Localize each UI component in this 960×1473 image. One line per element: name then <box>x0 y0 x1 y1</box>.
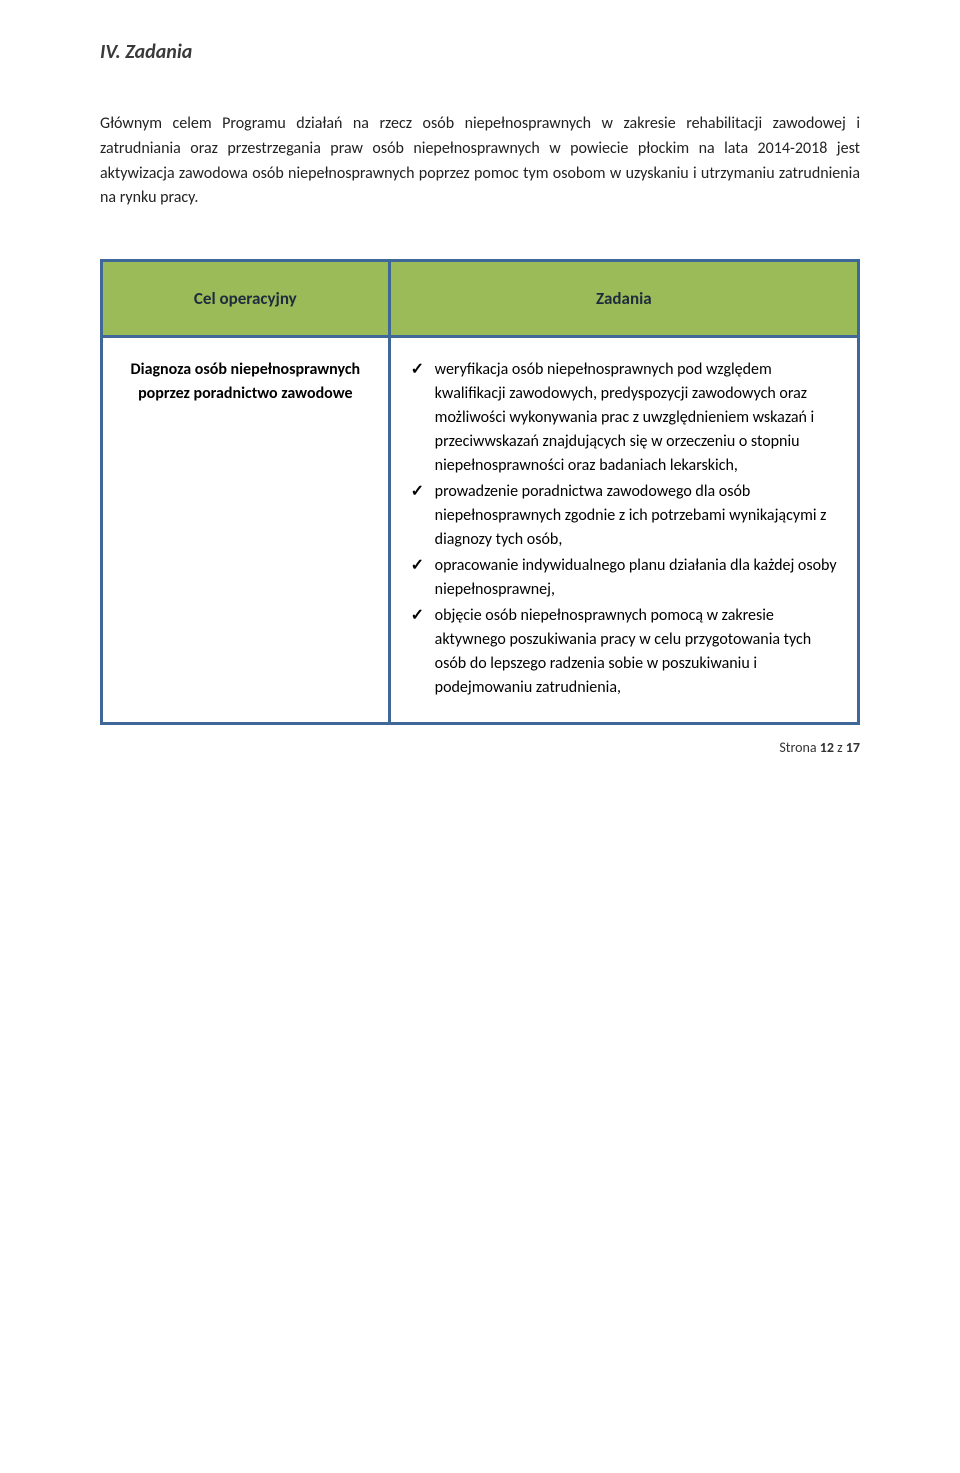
section-title: IV. Zadania <box>100 40 860 64</box>
table-cell-left: Diagnoza osób niepełnosprawnych poprzez … <box>102 337 390 724</box>
table-header-right: Zadania <box>389 261 858 337</box>
footer-prefix: Strona <box>779 739 819 756</box>
tasks-list: weryfikacja osób niepełnosprawnych pod w… <box>407 358 841 700</box>
list-item: weryfikacja osób niepełnosprawnych pod w… <box>407 358 841 478</box>
table-header-row: Cel operacyjny Zadania <box>102 261 859 337</box>
objectives-table: Cel operacyjny Zadania Diagnoza osób nie… <box>100 259 860 725</box>
footer-mid: z <box>834 739 846 756</box>
list-item: prowadzenie poradnictwa zawodowego dla o… <box>407 480 841 552</box>
table-header-left: Cel operacyjny <box>102 261 390 337</box>
list-item: opracowanie indywidualnego planu działan… <box>407 554 841 602</box>
footer-page-current: 12 <box>820 739 834 756</box>
footer-page-total: 17 <box>846 739 860 756</box>
page-footer: Strona 12 z 17 <box>100 739 860 756</box>
operational-goal-heading: Diagnoza osób niepełnosprawnych poprzez … <box>119 358 372 406</box>
table-cell-right: weryfikacja osób niepełnosprawnych pod w… <box>389 337 858 724</box>
list-item: objęcie osób niepełnosprawnych pomocą w … <box>407 604 841 700</box>
table-row: Diagnoza osób niepełnosprawnych poprzez … <box>102 337 859 724</box>
intro-paragraph: Głównym celem Programu działań na rzecz … <box>100 112 860 211</box>
